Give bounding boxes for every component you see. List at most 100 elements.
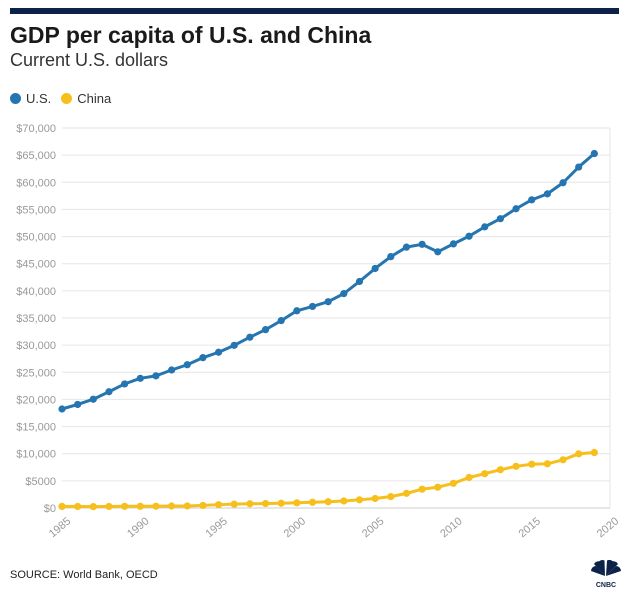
x-tick-label: 2010 xyxy=(438,515,464,540)
data-point-china xyxy=(277,499,285,507)
data-point-us xyxy=(230,341,238,349)
data-point-us xyxy=(465,232,473,240)
data-point-us xyxy=(214,348,223,356)
y-tick-label: $45,000 xyxy=(16,259,56,271)
data-point-china xyxy=(230,500,238,508)
data-point-us xyxy=(277,317,285,325)
y-tick-label: $65,000 xyxy=(16,150,56,162)
data-point-china xyxy=(496,466,504,474)
y-tick-label: $25,000 xyxy=(16,367,56,379)
data-point-china xyxy=(481,470,489,478)
data-point-china xyxy=(168,502,176,510)
data-point-us xyxy=(543,190,551,198)
chart-subtitle: Current U.S. dollars xyxy=(10,50,169,70)
data-point-us xyxy=(512,205,520,213)
data-point-china xyxy=(121,502,129,510)
data-point-china xyxy=(246,500,254,508)
data-point-china xyxy=(434,483,442,491)
y-tick-label: $40,000 xyxy=(16,286,56,298)
data-point-china xyxy=(387,493,395,501)
data-point-us xyxy=(121,380,129,388)
data-point-china xyxy=(58,502,66,511)
data-point-us xyxy=(199,354,207,362)
data-point-china xyxy=(340,497,348,505)
y-tick-label: $5000 xyxy=(25,476,56,488)
data-point-us xyxy=(136,374,144,382)
data-point-china xyxy=(528,460,536,468)
data-point-china xyxy=(418,485,426,493)
data-point-china xyxy=(449,479,458,487)
data-point-us xyxy=(308,302,317,311)
data-point-us xyxy=(89,395,97,403)
data-point-china xyxy=(402,489,411,497)
legend-label-us: U.S. xyxy=(26,91,52,106)
data-point-us xyxy=(324,298,332,306)
line-chart: $0 $5000 $10,000 $15,000 $20,000 $25,000 $30,0… xyxy=(16,123,621,540)
data-point-china xyxy=(152,502,160,510)
cnbc-peacock-logo-icon: CNBC xyxy=(588,559,624,597)
y-tick-label: $15,000 xyxy=(16,422,56,434)
legend-swatch-us xyxy=(10,93,21,104)
y-tick-label: $30,000 xyxy=(16,340,56,352)
y-tick-label: $10,000 xyxy=(16,449,56,461)
data-point-us xyxy=(355,277,364,286)
data-point-us xyxy=(371,264,379,273)
data-point-us xyxy=(434,248,442,256)
x-tick-label: 1985 xyxy=(47,515,73,540)
x-tick-label: 1995 xyxy=(203,515,229,540)
data-point-us xyxy=(183,361,191,369)
data-point-china xyxy=(465,473,473,482)
data-point-china xyxy=(575,450,583,458)
y-tick-label: $0 xyxy=(44,503,56,515)
data-point-china xyxy=(261,499,270,508)
source-note: SOURCE: World Bank, OECD xyxy=(10,569,158,581)
data-point-us xyxy=(418,240,426,248)
data-point-us xyxy=(402,243,411,251)
data-point-us xyxy=(559,179,567,187)
legend-item-china: China xyxy=(61,91,111,106)
data-point-us xyxy=(152,372,160,380)
data-point-china xyxy=(371,494,379,503)
data-point-us xyxy=(449,240,458,248)
legend-label-china: China xyxy=(77,91,112,106)
x-tick-label: 2005 xyxy=(360,515,386,540)
data-point-china xyxy=(308,498,317,506)
y-tick-label: $35,000 xyxy=(16,313,56,325)
legend: U.S. China xyxy=(10,91,121,106)
data-point-us xyxy=(481,223,489,231)
y-tick-label: $60,000 xyxy=(16,177,56,189)
data-point-us xyxy=(590,149,598,158)
data-point-us xyxy=(293,307,301,315)
data-point-us xyxy=(168,366,176,374)
data-point-us xyxy=(58,405,66,413)
data-point-china xyxy=(183,502,191,510)
data-point-china xyxy=(293,499,301,507)
data-point-us xyxy=(246,333,254,341)
data-point-china xyxy=(590,448,598,457)
y-tick-label: $50,000 xyxy=(16,232,56,244)
x-tick-label: 1990 xyxy=(125,515,151,540)
data-point-china xyxy=(355,496,364,504)
data-point-china xyxy=(199,501,207,510)
y-tick-label: $70,000 xyxy=(16,123,56,135)
series-line-us xyxy=(60,152,596,411)
data-point-china xyxy=(89,503,97,511)
chart-title: GDP per capita of U.S. and China xyxy=(10,22,372,48)
data-point-china xyxy=(324,498,332,506)
data-point-china xyxy=(136,502,144,510)
top-accent-bar xyxy=(10,8,619,14)
data-point-us xyxy=(105,388,113,396)
legend-swatch-china xyxy=(61,93,73,104)
data-point-us xyxy=(340,290,348,298)
x-tick-label: 2015 xyxy=(517,515,543,540)
data-point-china xyxy=(512,462,520,470)
data-point-us xyxy=(528,196,536,204)
data-point-china xyxy=(543,460,551,468)
data-point-china xyxy=(559,456,567,464)
y-tick-label: $55,000 xyxy=(16,204,56,216)
data-point-us xyxy=(74,400,82,409)
data-point-us xyxy=(261,326,270,334)
data-point-us xyxy=(575,163,583,171)
x-tick-label: 2000 xyxy=(282,515,308,540)
x-tick-label: 2020 xyxy=(595,515,621,540)
